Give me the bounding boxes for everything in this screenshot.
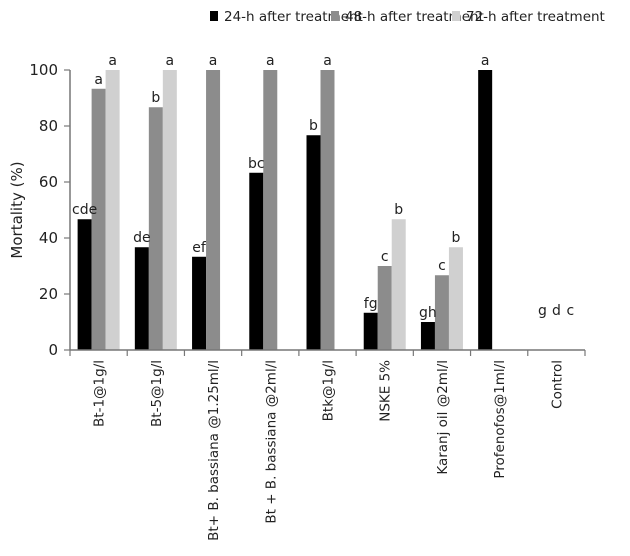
data-label: a xyxy=(166,53,175,69)
data-label: a xyxy=(108,53,117,69)
y-tick-label: 0 xyxy=(48,341,58,359)
data-label: c xyxy=(567,303,575,319)
data-label: c xyxy=(438,258,446,274)
data-label: fg xyxy=(364,296,378,312)
data-label: d xyxy=(552,303,561,319)
bar xyxy=(162,70,177,350)
bar xyxy=(134,247,149,350)
x-tick-label: Bt+ B. bassiana @1.25ml/l xyxy=(206,360,222,541)
data-label: b xyxy=(394,202,403,218)
y-tick-label: 60 xyxy=(39,173,58,191)
y-axis-ticks: 0 20 40 60 80 100 xyxy=(29,61,70,359)
x-tick-label: Bt + B. bassiana @2ml/l xyxy=(263,360,279,524)
legend-entry: 48-h after treatment xyxy=(345,9,484,25)
bar xyxy=(206,70,221,350)
bar xyxy=(105,70,120,350)
axes xyxy=(69,70,586,356)
legend-swatch xyxy=(210,11,218,21)
bar xyxy=(91,88,106,350)
bar xyxy=(434,275,449,350)
x-tick-label: Bt-5@1g/l xyxy=(149,360,165,427)
data-label: a xyxy=(94,72,103,88)
bar xyxy=(391,219,406,350)
bar xyxy=(478,70,493,350)
data-label: a xyxy=(209,53,218,69)
data-label: b xyxy=(309,118,318,134)
x-tick-label: Profenofos@1ml/l xyxy=(492,360,508,479)
bars xyxy=(77,70,493,351)
data-label: g xyxy=(538,303,547,319)
y-axis-label: Mortality (%) xyxy=(8,161,26,258)
x-tick-label: Btk@1g/l xyxy=(321,360,337,421)
bar xyxy=(377,266,392,350)
data-label: b xyxy=(451,230,460,246)
data-label: a xyxy=(266,53,275,69)
bar xyxy=(192,256,207,350)
x-tick-label: NSKE 5% xyxy=(378,360,394,422)
data-label: a xyxy=(481,53,490,69)
x-axis-labels: Bt-1@1g/l Bt-5@1g/l Bt+ B. bassiana @1.25m… xyxy=(92,360,566,541)
bar xyxy=(263,70,278,350)
x-tick-label: Control xyxy=(549,360,565,409)
data-label: c xyxy=(381,249,389,265)
x-tick-label: Karanj oil @2ml/l xyxy=(435,360,451,475)
legend-swatch xyxy=(452,11,460,21)
bar xyxy=(148,107,163,351)
bar xyxy=(448,247,463,350)
bar xyxy=(77,219,92,350)
data-label: cde xyxy=(72,202,97,218)
data-label: ef xyxy=(192,240,207,256)
x-tick-label: Bt-1@1g/l xyxy=(92,360,108,427)
data-label: b xyxy=(151,90,160,106)
legend-entry: 72-h after treatment xyxy=(466,9,605,25)
y-tick-label: 80 xyxy=(39,117,58,135)
bar xyxy=(363,312,378,350)
legend-entry: 24-h after treatment xyxy=(224,9,363,25)
data-label: bc xyxy=(248,156,265,172)
data-label: gh xyxy=(419,305,437,321)
legend-swatch xyxy=(331,11,339,21)
bar xyxy=(306,135,321,350)
data-label: a xyxy=(323,53,332,69)
y-tick-label: 40 xyxy=(39,229,58,247)
bar xyxy=(320,70,335,350)
y-tick-label: 100 xyxy=(29,61,58,79)
bar xyxy=(249,172,264,350)
data-label: de xyxy=(133,230,151,246)
bar xyxy=(420,322,435,350)
y-tick-label: 20 xyxy=(39,285,58,303)
